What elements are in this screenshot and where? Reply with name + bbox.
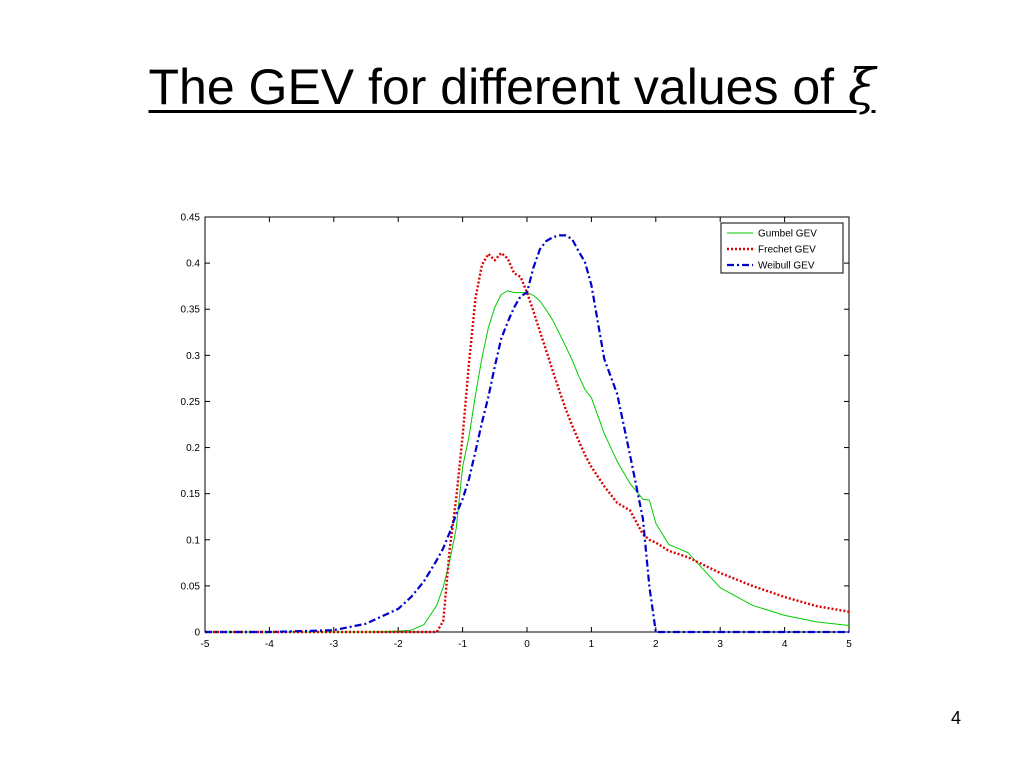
y-tick-label: 0.4 [186, 259, 200, 270]
x-tick-label: 1 [589, 639, 595, 650]
x-tick-label: 5 [846, 639, 852, 650]
y-tick-label: 0.35 [181, 305, 201, 316]
slide-title-text: The GEV for different values of ξ [148, 58, 876, 116]
x-tick-label: -2 [394, 639, 403, 650]
y-tick-label: 0.05 [181, 581, 201, 592]
x-tick-label: 0 [524, 639, 530, 650]
x-tick-label: 4 [782, 639, 788, 650]
legend-box [720, 222, 844, 274]
y-tick-label: 0.15 [181, 489, 201, 500]
y-tick-label: 0.25 [181, 397, 201, 408]
y-tick-label: 0.2 [186, 443, 200, 454]
slide-title: The GEV for different values of ξ [0, 62, 1024, 112]
legend-label-frechet-gev: Frechet GEV [758, 245, 816, 256]
legend-label-weibull-gev: Weibull GEV [758, 261, 815, 272]
x-tick-label: 3 [717, 639, 723, 650]
y-tick-label: 0.45 [181, 213, 201, 224]
x-tick-label: -3 [329, 639, 338, 650]
y-tick-label: 0 [194, 628, 200, 639]
x-tick-label: -5 [201, 639, 210, 650]
x-tick-label: -1 [458, 639, 467, 650]
page-number: 4 [950, 708, 961, 728]
y-tick-label: 0.3 [186, 351, 200, 362]
legend-label-gumbel-gev: Gumbel GEV [758, 229, 817, 240]
x-tick-label: 2 [653, 639, 659, 650]
series-line-weibull-gev [205, 234, 849, 634]
plot-frame [204, 216, 850, 633]
y-tick-label: 0.1 [186, 535, 200, 546]
x-tick-label: -4 [265, 639, 274, 650]
xi-symbol: ξ [847, 58, 876, 116]
